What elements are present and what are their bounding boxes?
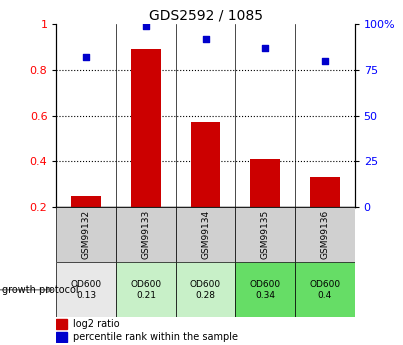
Bar <box>295 262 355 317</box>
Text: OD600
0.21: OD600 0.21 <box>130 280 162 299</box>
Bar <box>235 207 295 262</box>
Title: GDS2592 / 1085: GDS2592 / 1085 <box>149 9 262 23</box>
Bar <box>56 332 67 342</box>
Point <box>202 36 209 41</box>
Bar <box>56 262 116 317</box>
Bar <box>56 319 67 329</box>
Point <box>322 58 328 63</box>
Text: OD600
0.4: OD600 0.4 <box>309 280 341 299</box>
Text: OD600
0.13: OD600 0.13 <box>71 280 102 299</box>
Bar <box>191 122 220 207</box>
Text: GSM99132: GSM99132 <box>82 210 91 259</box>
Bar <box>295 207 355 262</box>
Bar <box>131 49 161 207</box>
Bar <box>116 207 176 262</box>
Bar <box>310 177 340 207</box>
Bar <box>56 207 116 262</box>
Text: OD600
0.28: OD600 0.28 <box>190 280 221 299</box>
Text: GSM99135: GSM99135 <box>261 210 270 259</box>
Text: growth protocol: growth protocol <box>2 285 79 295</box>
Bar <box>235 262 295 317</box>
Bar <box>176 262 235 317</box>
Bar <box>176 207 235 262</box>
Point <box>143 23 149 29</box>
Point <box>83 54 89 60</box>
Text: GSM99134: GSM99134 <box>201 210 210 259</box>
Text: GSM99133: GSM99133 <box>141 210 150 259</box>
Bar <box>71 196 101 207</box>
Text: log2 ratio: log2 ratio <box>73 319 119 329</box>
Point <box>262 45 268 51</box>
Text: OD600
0.34: OD600 0.34 <box>249 280 281 299</box>
Text: GSM99136: GSM99136 <box>320 210 329 259</box>
Text: percentile rank within the sample: percentile rank within the sample <box>73 332 238 342</box>
Bar <box>250 159 280 207</box>
Bar <box>116 262 176 317</box>
